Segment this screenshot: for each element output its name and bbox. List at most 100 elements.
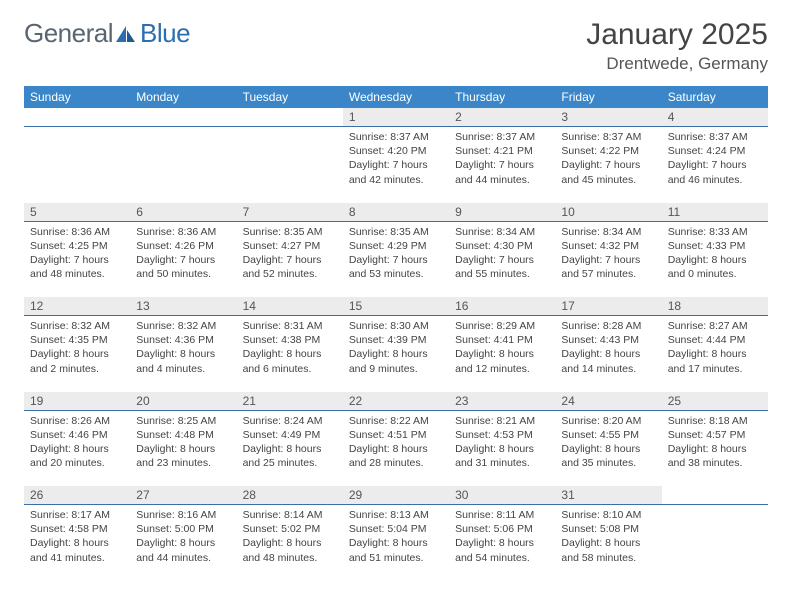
day-detail-cell: Sunrise: 8:26 AMSunset: 4:46 PMDaylight:…: [24, 410, 130, 480]
day-detail-row: Sunrise: 8:32 AMSunset: 4:35 PMDaylight:…: [24, 316, 768, 386]
sunset-text: Sunset: 4:20 PM: [349, 144, 443, 158]
sunrise-text: Sunrise: 8:11 AM: [455, 508, 549, 522]
day-number-cell: 11: [662, 203, 768, 222]
page-header: GeneralBlue January 2025 Drentwede, Germ…: [24, 18, 768, 74]
day-number-cell: 28: [237, 486, 343, 505]
day-detail-cell: [662, 505, 768, 575]
sunrise-text: Sunrise: 8:31 AM: [243, 319, 337, 333]
day-number-cell: 6: [130, 203, 236, 222]
sunrise-text: Sunrise: 8:25 AM: [136, 414, 230, 428]
day-detail-cell: Sunrise: 8:35 AMSunset: 4:27 PMDaylight:…: [237, 221, 343, 291]
daylight-text: Daylight: 8 hours and 20 minutes.: [30, 442, 124, 470]
sunset-text: Sunset: 5:00 PM: [136, 522, 230, 536]
day-detail-cell: Sunrise: 8:28 AMSunset: 4:43 PMDaylight:…: [555, 316, 661, 386]
day-detail-cell: Sunrise: 8:35 AMSunset: 4:29 PMDaylight:…: [343, 221, 449, 291]
day-number-cell: 26: [24, 486, 130, 505]
sunrise-text: Sunrise: 8:32 AM: [136, 319, 230, 333]
weekday-header-row: Sunday Monday Tuesday Wednesday Thursday…: [24, 86, 768, 108]
sunset-text: Sunset: 4:58 PM: [30, 522, 124, 536]
sunrise-text: Sunrise: 8:30 AM: [349, 319, 443, 333]
sunrise-text: Sunrise: 8:37 AM: [455, 130, 549, 144]
sunrise-text: Sunrise: 8:36 AM: [30, 225, 124, 239]
sunrise-text: Sunrise: 8:37 AM: [668, 130, 762, 144]
sunset-text: Sunset: 4:51 PM: [349, 428, 443, 442]
sunset-text: Sunset: 5:04 PM: [349, 522, 443, 536]
day-number-cell: 22: [343, 392, 449, 411]
sunrise-text: Sunrise: 8:26 AM: [30, 414, 124, 428]
day-number-cell: 14: [237, 297, 343, 316]
weekday-header: Tuesday: [237, 86, 343, 108]
weekday-header: Friday: [555, 86, 661, 108]
day-detail-cell: Sunrise: 8:27 AMSunset: 4:44 PMDaylight:…: [662, 316, 768, 386]
day-number-row: 1234: [24, 108, 768, 127]
sunrise-text: Sunrise: 8:16 AM: [136, 508, 230, 522]
sunset-text: Sunset: 4:32 PM: [561, 239, 655, 253]
daylight-text: Daylight: 7 hours and 57 minutes.: [561, 253, 655, 281]
day-number-cell: [130, 108, 236, 127]
daylight-text: Daylight: 8 hours and 28 minutes.: [349, 442, 443, 470]
day-number-cell: [237, 108, 343, 127]
logo-text-blue: Blue: [140, 18, 190, 49]
sunrise-text: Sunrise: 8:34 AM: [561, 225, 655, 239]
sunset-text: Sunset: 4:24 PM: [668, 144, 762, 158]
day-detail-cell: Sunrise: 8:24 AMSunset: 4:49 PMDaylight:…: [237, 410, 343, 480]
day-number-cell: 1: [343, 108, 449, 127]
daylight-text: Daylight: 8 hours and 54 minutes.: [455, 536, 549, 564]
day-detail-cell: Sunrise: 8:34 AMSunset: 4:30 PMDaylight:…: [449, 221, 555, 291]
sunset-text: Sunset: 4:48 PM: [136, 428, 230, 442]
day-number-cell: 23: [449, 392, 555, 411]
day-number-cell: 12: [24, 297, 130, 316]
day-number-row: 567891011: [24, 203, 768, 222]
sunrise-text: Sunrise: 8:37 AM: [561, 130, 655, 144]
sunset-text: Sunset: 4:46 PM: [30, 428, 124, 442]
sunrise-text: Sunrise: 8:36 AM: [136, 225, 230, 239]
daylight-text: Daylight: 8 hours and 48 minutes.: [243, 536, 337, 564]
day-number-cell: 24: [555, 392, 661, 411]
sunset-text: Sunset: 4:33 PM: [668, 239, 762, 253]
weekday-header: Saturday: [662, 86, 768, 108]
day-detail-cell: Sunrise: 8:18 AMSunset: 4:57 PMDaylight:…: [662, 410, 768, 480]
sunrise-text: Sunrise: 8:21 AM: [455, 414, 549, 428]
daylight-text: Daylight: 8 hours and 2 minutes.: [30, 347, 124, 375]
sunrise-text: Sunrise: 8:13 AM: [349, 508, 443, 522]
day-number-cell: 2: [449, 108, 555, 127]
calendar-table: Sunday Monday Tuesday Wednesday Thursday…: [24, 86, 768, 575]
sunset-text: Sunset: 4:21 PM: [455, 144, 549, 158]
sunrise-text: Sunrise: 8:18 AM: [668, 414, 762, 428]
sunrise-text: Sunrise: 8:37 AM: [349, 130, 443, 144]
daylight-text: Daylight: 7 hours and 52 minutes.: [243, 253, 337, 281]
sunrise-text: Sunrise: 8:35 AM: [243, 225, 337, 239]
day-detail-row: Sunrise: 8:36 AMSunset: 4:25 PMDaylight:…: [24, 221, 768, 291]
sunrise-text: Sunrise: 8:32 AM: [30, 319, 124, 333]
sunrise-text: Sunrise: 8:29 AM: [455, 319, 549, 333]
sunrise-text: Sunrise: 8:28 AM: [561, 319, 655, 333]
day-detail-cell: Sunrise: 8:25 AMSunset: 4:48 PMDaylight:…: [130, 410, 236, 480]
daylight-text: Daylight: 8 hours and 17 minutes.: [668, 347, 762, 375]
day-number-cell: 18: [662, 297, 768, 316]
sunrise-text: Sunrise: 8:35 AM: [349, 225, 443, 239]
day-number-cell: 16: [449, 297, 555, 316]
daylight-text: Daylight: 7 hours and 53 minutes.: [349, 253, 443, 281]
sunrise-text: Sunrise: 8:10 AM: [561, 508, 655, 522]
day-detail-cell: Sunrise: 8:32 AMSunset: 4:35 PMDaylight:…: [24, 316, 130, 386]
day-detail-cell: [24, 127, 130, 197]
sunset-text: Sunset: 5:06 PM: [455, 522, 549, 536]
day-detail-cell: Sunrise: 8:17 AMSunset: 4:58 PMDaylight:…: [24, 505, 130, 575]
daylight-text: Daylight: 8 hours and 14 minutes.: [561, 347, 655, 375]
day-detail-cell: Sunrise: 8:14 AMSunset: 5:02 PMDaylight:…: [237, 505, 343, 575]
sunset-text: Sunset: 4:27 PM: [243, 239, 337, 253]
daylight-text: Daylight: 8 hours and 4 minutes.: [136, 347, 230, 375]
day-number-cell: 5: [24, 203, 130, 222]
sunrise-text: Sunrise: 8:34 AM: [455, 225, 549, 239]
day-number-cell: 4: [662, 108, 768, 127]
day-detail-cell: Sunrise: 8:34 AMSunset: 4:32 PMDaylight:…: [555, 221, 661, 291]
day-number-cell: 27: [130, 486, 236, 505]
sunset-text: Sunset: 4:53 PM: [455, 428, 549, 442]
sunrise-text: Sunrise: 8:24 AM: [243, 414, 337, 428]
sunrise-text: Sunrise: 8:17 AM: [30, 508, 124, 522]
sunset-text: Sunset: 4:35 PM: [30, 333, 124, 347]
day-detail-row: Sunrise: 8:26 AMSunset: 4:46 PMDaylight:…: [24, 410, 768, 480]
day-number-row: 262728293031: [24, 486, 768, 505]
weekday-header: Wednesday: [343, 86, 449, 108]
sunset-text: Sunset: 4:26 PM: [136, 239, 230, 253]
